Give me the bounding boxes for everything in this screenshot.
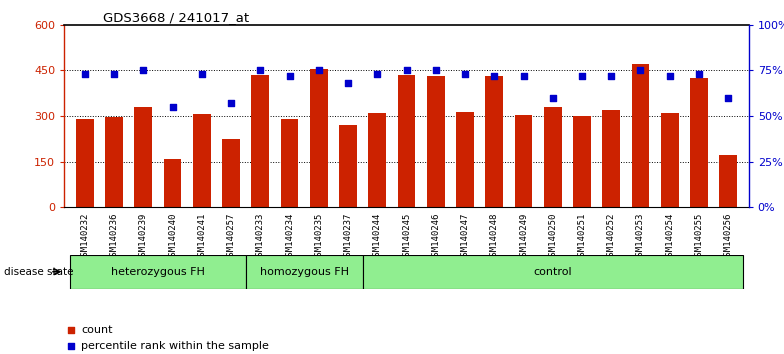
Point xyxy=(459,71,471,77)
Text: GSM140252: GSM140252 xyxy=(607,213,615,261)
Bar xyxy=(720,155,737,207)
Point xyxy=(517,73,530,79)
Point xyxy=(65,343,78,349)
Point xyxy=(254,68,267,73)
Bar xyxy=(363,255,743,289)
Text: GSM140235: GSM140235 xyxy=(314,213,323,261)
Bar xyxy=(456,112,474,207)
Text: homozygous FH: homozygous FH xyxy=(260,267,349,277)
Bar xyxy=(690,78,708,207)
Point xyxy=(78,71,91,77)
Text: GSM140245: GSM140245 xyxy=(402,213,411,261)
Point xyxy=(137,68,150,73)
Bar xyxy=(602,110,620,207)
Point xyxy=(313,68,325,73)
Point xyxy=(195,71,208,77)
Point xyxy=(371,71,383,77)
Bar xyxy=(222,139,240,207)
Text: GSM140257: GSM140257 xyxy=(227,213,235,261)
Bar xyxy=(135,107,152,207)
Bar xyxy=(632,64,649,207)
Point xyxy=(693,71,706,77)
Bar xyxy=(661,113,678,207)
Point xyxy=(283,73,296,79)
Bar xyxy=(339,125,357,207)
Text: GSM140239: GSM140239 xyxy=(139,213,147,261)
Text: GSM140255: GSM140255 xyxy=(695,213,703,261)
Bar xyxy=(397,75,416,207)
Bar xyxy=(368,113,386,207)
Bar xyxy=(252,75,269,207)
Text: control: control xyxy=(533,267,572,277)
Text: GSM140256: GSM140256 xyxy=(724,213,733,261)
Text: heterozygous FH: heterozygous FH xyxy=(111,267,205,277)
Text: GSM140247: GSM140247 xyxy=(460,213,470,261)
Text: GSM140240: GSM140240 xyxy=(168,213,177,261)
Point xyxy=(575,73,588,79)
Text: disease state: disease state xyxy=(4,267,74,277)
Bar xyxy=(573,116,591,207)
Text: GSM140249: GSM140249 xyxy=(519,213,528,261)
Bar xyxy=(427,76,445,207)
Text: GSM140236: GSM140236 xyxy=(110,213,118,261)
Point xyxy=(225,100,238,106)
Point xyxy=(400,68,412,73)
Bar xyxy=(70,255,245,289)
Text: GSM140241: GSM140241 xyxy=(198,213,206,261)
Text: GSM140246: GSM140246 xyxy=(431,213,441,261)
Bar xyxy=(544,107,561,207)
Point xyxy=(65,327,78,333)
Point xyxy=(663,73,676,79)
Point xyxy=(430,68,442,73)
Bar xyxy=(281,119,298,207)
Bar xyxy=(515,115,532,207)
Point xyxy=(605,73,618,79)
Point xyxy=(166,104,179,110)
Bar xyxy=(193,114,211,207)
Point xyxy=(722,95,735,101)
Text: GSM140232: GSM140232 xyxy=(80,213,89,261)
Point xyxy=(634,68,647,73)
Point xyxy=(342,80,354,86)
Text: GSM140233: GSM140233 xyxy=(256,213,265,261)
Text: percentile rank within the sample: percentile rank within the sample xyxy=(82,341,269,351)
Text: GDS3668 / 241017_at: GDS3668 / 241017_at xyxy=(103,11,249,24)
Text: count: count xyxy=(82,325,113,335)
Text: GSM140248: GSM140248 xyxy=(490,213,499,261)
Point xyxy=(107,71,120,77)
Bar xyxy=(105,118,123,207)
Text: GSM140244: GSM140244 xyxy=(372,213,382,261)
Text: GSM140250: GSM140250 xyxy=(548,213,557,261)
Bar xyxy=(485,76,503,207)
Bar xyxy=(164,159,181,207)
Text: GSM140253: GSM140253 xyxy=(636,213,645,261)
Text: GSM140237: GSM140237 xyxy=(343,213,353,261)
Bar xyxy=(76,119,93,207)
Bar xyxy=(245,255,363,289)
Bar xyxy=(310,69,328,207)
Text: GSM140251: GSM140251 xyxy=(578,213,586,261)
Point xyxy=(546,95,559,101)
Point xyxy=(488,73,500,79)
Text: GSM140234: GSM140234 xyxy=(285,213,294,261)
Text: GSM140254: GSM140254 xyxy=(666,213,674,261)
